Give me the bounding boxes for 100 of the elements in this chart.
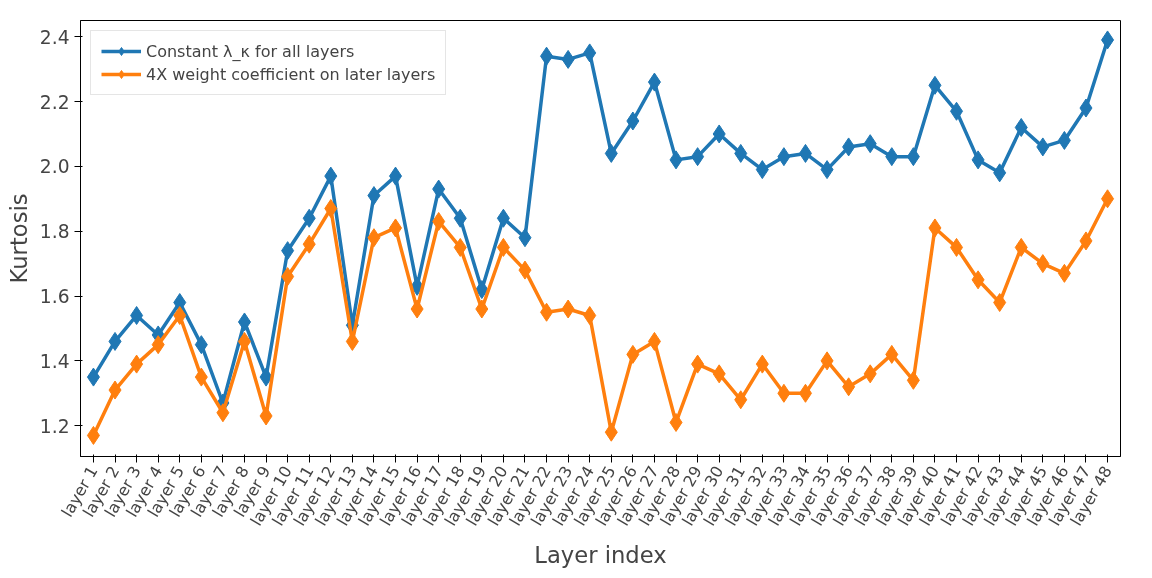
point bbox=[453, 237, 467, 257]
point bbox=[669, 412, 683, 432]
point bbox=[475, 299, 489, 319]
point bbox=[993, 293, 1007, 313]
point bbox=[173, 305, 187, 325]
point bbox=[302, 208, 316, 228]
legend-label: Constant λ_κ for all layers bbox=[146, 41, 355, 61]
y-tick-label: 2.0 bbox=[39, 156, 70, 178]
point bbox=[1036, 137, 1050, 157]
point bbox=[259, 406, 273, 426]
point bbox=[1036, 254, 1050, 274]
point bbox=[389, 166, 403, 186]
point bbox=[540, 46, 554, 66]
point bbox=[712, 124, 726, 144]
point bbox=[389, 218, 403, 238]
point bbox=[561, 299, 575, 319]
point bbox=[496, 208, 510, 228]
point bbox=[1101, 30, 1115, 50]
point bbox=[151, 335, 165, 355]
legend-label: 4X weight coefficient on later layers bbox=[146, 64, 436, 84]
y-axis-title: Kurtosis bbox=[5, 193, 32, 284]
x-axis-title: Layer index bbox=[534, 541, 667, 568]
point bbox=[842, 137, 856, 157]
point bbox=[1079, 98, 1093, 118]
point bbox=[863, 134, 877, 154]
point bbox=[971, 270, 985, 290]
point bbox=[755, 160, 769, 180]
point bbox=[820, 351, 834, 371]
point bbox=[86, 367, 100, 387]
point bbox=[86, 425, 100, 445]
point bbox=[518, 228, 532, 248]
point bbox=[583, 43, 597, 63]
point bbox=[475, 280, 489, 300]
point bbox=[518, 260, 532, 280]
point bbox=[885, 344, 899, 364]
point bbox=[669, 150, 683, 170]
point bbox=[367, 186, 381, 206]
point bbox=[604, 143, 618, 163]
y-tick-label: 1.8 bbox=[39, 221, 70, 243]
point bbox=[1057, 263, 1071, 283]
point bbox=[885, 147, 899, 167]
y-tick-label: 2.4 bbox=[39, 26, 70, 48]
point bbox=[842, 377, 856, 397]
point bbox=[777, 147, 791, 167]
point bbox=[324, 199, 338, 219]
point bbox=[561, 49, 575, 69]
point bbox=[906, 147, 920, 167]
point bbox=[647, 72, 661, 92]
y-tick-label: 1.4 bbox=[39, 350, 70, 372]
point bbox=[863, 364, 877, 384]
point bbox=[647, 331, 661, 351]
point bbox=[540, 302, 554, 322]
point bbox=[950, 101, 964, 121]
point bbox=[604, 422, 618, 442]
point bbox=[777, 383, 791, 403]
point bbox=[1014, 117, 1028, 137]
point bbox=[194, 335, 208, 355]
point bbox=[410, 299, 424, 319]
point bbox=[237, 331, 251, 351]
point bbox=[1057, 130, 1071, 150]
point bbox=[583, 305, 597, 325]
point bbox=[691, 147, 705, 167]
point bbox=[712, 364, 726, 384]
point bbox=[1014, 237, 1028, 257]
point bbox=[324, 166, 338, 186]
point bbox=[734, 143, 748, 163]
point bbox=[950, 237, 964, 257]
point bbox=[1079, 231, 1093, 251]
y-tick-label: 2.2 bbox=[39, 91, 70, 113]
point bbox=[281, 241, 295, 261]
point bbox=[130, 305, 144, 325]
point bbox=[237, 312, 251, 332]
point bbox=[130, 354, 144, 374]
point bbox=[367, 228, 381, 248]
point bbox=[453, 208, 467, 228]
point bbox=[755, 354, 769, 374]
point bbox=[820, 160, 834, 180]
point bbox=[259, 367, 273, 387]
point bbox=[432, 179, 446, 199]
point bbox=[906, 370, 920, 390]
point bbox=[928, 218, 942, 238]
point bbox=[993, 163, 1007, 183]
point bbox=[626, 111, 640, 131]
point bbox=[734, 390, 748, 410]
point bbox=[971, 150, 985, 170]
point bbox=[216, 403, 230, 423]
y-tick-label: 1.6 bbox=[39, 286, 70, 308]
point bbox=[281, 267, 295, 287]
point bbox=[108, 380, 122, 400]
point bbox=[798, 383, 812, 403]
point bbox=[691, 354, 705, 374]
point bbox=[1101, 189, 1115, 209]
point bbox=[928, 75, 942, 95]
point bbox=[626, 344, 640, 364]
point bbox=[194, 367, 208, 387]
point bbox=[432, 211, 446, 231]
y-tick-label: 1.2 bbox=[39, 415, 70, 437]
point bbox=[302, 234, 316, 254]
point bbox=[496, 237, 510, 257]
point bbox=[108, 331, 122, 351]
